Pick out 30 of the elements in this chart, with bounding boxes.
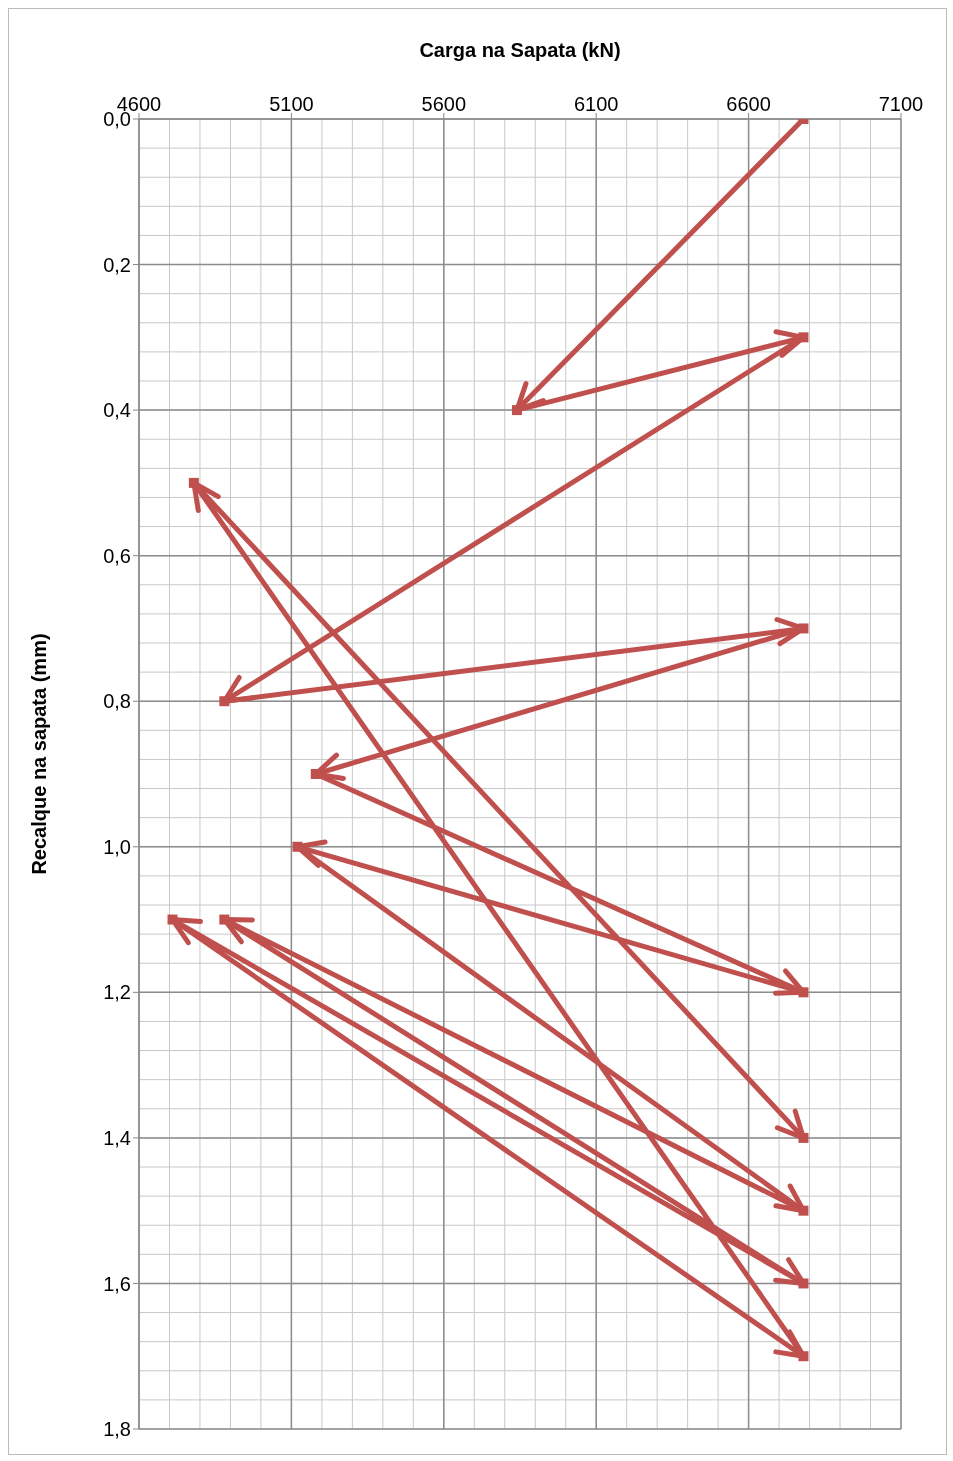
point [798, 1205, 809, 1216]
point [292, 841, 303, 852]
x-tick-label: 5600 [421, 93, 467, 115]
point [188, 477, 199, 488]
y-tick-label: 0,6 [103, 544, 131, 567]
y-tick-label: 1,0 [103, 835, 131, 858]
point [167, 914, 178, 925]
y-axis-title: Recalque na sapata (mm) [27, 633, 51, 875]
y-tick-label: 0,4 [103, 399, 131, 422]
x-tick-label: 6600 [726, 93, 771, 115]
x-tick-label: 7100 [878, 93, 924, 115]
y-tick-label: 1,2 [103, 981, 131, 1004]
point [310, 769, 321, 779]
x-axis-title: Carga na Sapata (kN) [418, 39, 622, 62]
x-tick-label: 6100 [573, 93, 619, 115]
y-tick-label: 0,2 [103, 253, 131, 276]
point [219, 914, 230, 925]
y-tick-label: 1,8 [103, 1418, 131, 1441]
point [219, 696, 230, 707]
point [798, 332, 809, 343]
point [798, 987, 809, 998]
point [511, 405, 522, 416]
y-tick-label: 1,6 [103, 1272, 131, 1295]
y-tick-label: 0,8 [103, 690, 131, 713]
y-tick-label: 1,4 [103, 1126, 131, 1149]
point [798, 1351, 809, 1362]
point [798, 623, 809, 634]
point [798, 1278, 809, 1289]
x-tick-label: 5100 [269, 93, 314, 115]
point [798, 1132, 809, 1143]
